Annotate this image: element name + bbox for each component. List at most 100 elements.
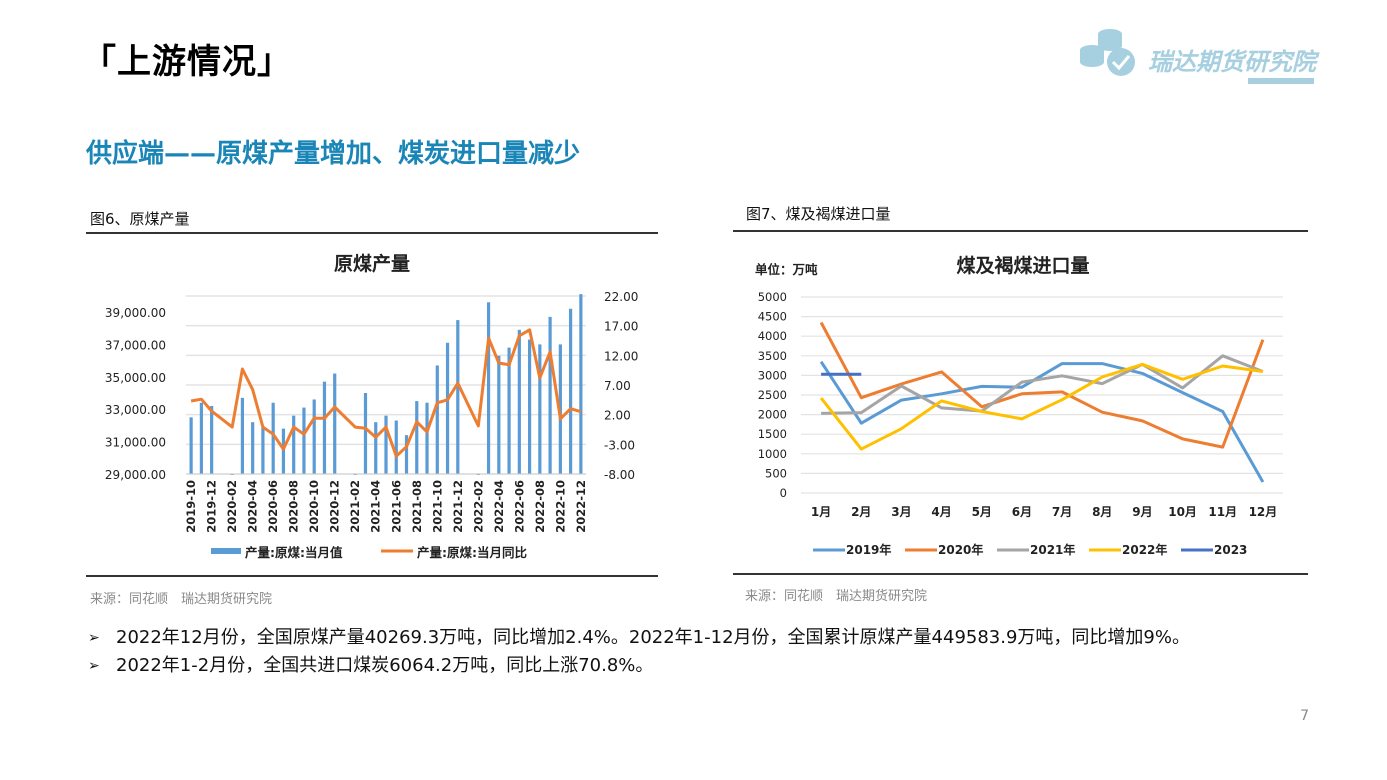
chart-title: 煤及褐煤进口量: [956, 254, 1089, 277]
legend-label: 产量:原煤:当月同比: [417, 545, 527, 560]
figure-source-left: 来源：同花顺 瑞达期货研究院: [90, 592, 273, 607]
bar: [394, 420, 398, 474]
chart-title: 原煤产量: [334, 252, 410, 275]
x-tick-label: 5月: [972, 505, 992, 519]
figure-source-right: 来源：同花顺 瑞达期货研究院: [745, 589, 928, 604]
x-tick-label: 2019-12: [205, 480, 219, 533]
arrow-bullet-icon: ➢: [88, 658, 100, 674]
bar: [415, 401, 419, 474]
y2-tick-label: 2.00: [604, 409, 631, 423]
legend-label: 2020年: [938, 542, 983, 557]
bar: [425, 402, 429, 474]
bullet-item: ➢ 2022年12月份，全国原煤产量40269.3万吨，同比增加2.4%。202…: [88, 624, 1288, 652]
x-tick-label: 2022-08: [533, 480, 547, 533]
bar: [292, 415, 296, 474]
series-line: [819, 360, 1265, 483]
figure-caption-right: 图7、煤及褐煤进口量: [746, 205, 891, 223]
bar: [507, 347, 511, 474]
series-line: [819, 321, 1265, 449]
divider: [733, 230, 1308, 232]
bar: [374, 422, 378, 474]
bar: [322, 381, 327, 474]
bar: [569, 308, 573, 474]
y2-tick-label: -8.00: [604, 468, 635, 482]
y-tick-label: 5000: [758, 290, 787, 304]
bar: [384, 415, 388, 474]
y-tick-label: 37,000.00: [105, 338, 166, 352]
y-tick-label: 3000: [758, 368, 787, 382]
bar: [363, 393, 368, 474]
series-line: [821, 354, 1264, 415]
x-tick-label: 10月: [1168, 505, 1197, 519]
bar: [497, 355, 501, 474]
bar: [404, 435, 409, 474]
x-tick-label: 2020-10: [307, 480, 321, 533]
x-tick-label: 11月: [1208, 505, 1237, 519]
y2-tick-label: -3.00: [604, 438, 635, 452]
yoy-line: [190, 328, 582, 458]
y-tick-label: 1000: [758, 447, 787, 461]
y-tick-label: 2000: [758, 408, 787, 422]
bar: [312, 399, 316, 474]
y-tick-label: 0: [780, 486, 787, 500]
y-tick-label: 4500: [758, 310, 787, 324]
logo-underline: [1248, 78, 1314, 84]
legend-swatch-bar: [211, 548, 241, 554]
logo: [1078, 28, 1318, 90]
bar: [199, 402, 203, 474]
x-tick-label: 3月: [891, 505, 911, 519]
x-tick-label: 2022-06: [512, 480, 526, 533]
logo-text: 瑞达期货研究院: [1148, 48, 1316, 76]
y2-tick-label: 22.00: [604, 290, 638, 304]
x-tick-label: 2021-12: [451, 480, 465, 533]
bar: [189, 417, 193, 474]
bullet-text: 2022年12月份，全国原煤产量40269.3万吨，同比增加2.4%。2022年…: [116, 627, 1190, 648]
page-number: 7: [1300, 708, 1309, 724]
y-tick-label: 39,000.00: [105, 306, 166, 320]
bar: [445, 342, 450, 474]
legend-label: 2019年: [846, 542, 891, 557]
bar: [579, 294, 583, 474]
bar: [548, 316, 552, 474]
x-tick-label: 2021-06: [389, 480, 403, 533]
x-tick-label: 6月: [1012, 505, 1032, 519]
bar: [302, 407, 306, 474]
bar: [333, 373, 337, 474]
x-tick-label: 7月: [1052, 505, 1072, 519]
y-tick-label: 35,000.00: [105, 371, 166, 385]
coins-check-icon: [1080, 29, 1135, 76]
bar: [281, 428, 286, 474]
bullet-list: ➢ 2022年12月份，全国原煤产量40269.3万吨，同比增加2.4%。202…: [88, 624, 1288, 680]
x-tick-label: 1月: [811, 505, 831, 519]
bar: [261, 427, 265, 474]
page-title: 「上游情况」: [82, 42, 292, 82]
bar: [435, 365, 439, 474]
bar: [517, 329, 521, 474]
x-tick-label: 2020-08: [287, 480, 301, 533]
series-line: [819, 362, 1264, 451]
y2-tick-label: 17.00: [604, 320, 638, 334]
y-tick-label: 1500: [758, 427, 787, 441]
y-tick-label: 4000: [758, 329, 787, 343]
y2-tick-label: 7.00: [604, 379, 631, 393]
bar: [527, 339, 532, 474]
y-tick-label: 3500: [758, 349, 787, 363]
arrow-bullet-icon: ➢: [88, 630, 100, 646]
bar: [251, 422, 255, 474]
legend-label: 2022年: [1122, 542, 1167, 557]
bar: [538, 344, 542, 474]
x-tick-label: 2019-10: [184, 480, 198, 533]
section-subtitle: 供应端——原煤产量增加、煤炭进口量减少: [86, 139, 581, 169]
x-tick-label: 2月: [851, 505, 871, 519]
y-tick-label: 29,000.00: [105, 468, 166, 482]
y-tick-label: 31,000.00: [105, 436, 166, 450]
y2-tick-label: 12.00: [604, 349, 638, 363]
x-tick-label: 2022-02: [471, 480, 485, 533]
x-tick-label: 2021-02: [348, 480, 362, 533]
x-tick-label: 2021-08: [410, 480, 424, 533]
x-tick-label: 2020-02: [225, 480, 239, 533]
figure-caption-left: 图6、原煤产量: [90, 210, 190, 228]
x-tick-label: 2021-10: [430, 480, 444, 533]
x-tick-label: 2020-04: [246, 480, 260, 533]
bar: [271, 402, 275, 474]
